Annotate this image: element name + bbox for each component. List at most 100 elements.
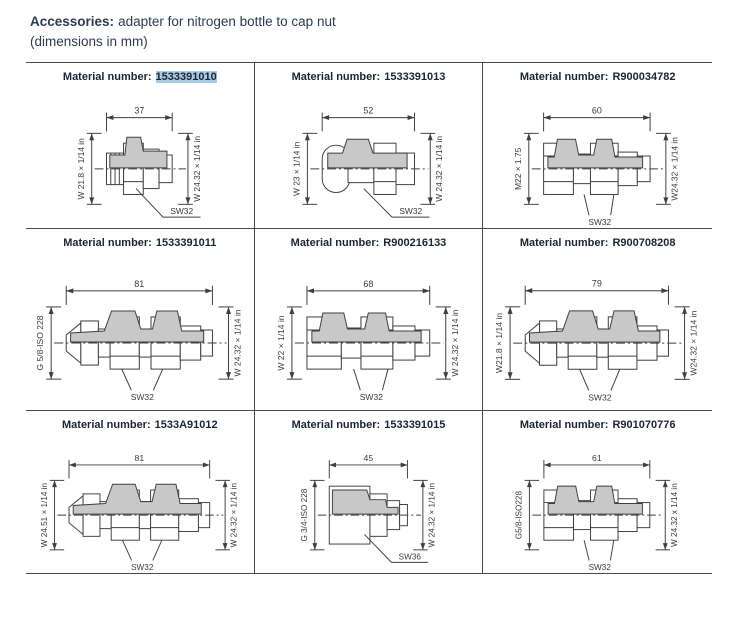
fitting-body <box>294 312 444 370</box>
sw-callout: SW32 <box>363 188 430 218</box>
material-cell-7: Material number: 1533A91012 81 W 24.51 × 1… <box>26 411 255 574</box>
left-thread-label: W 22 × 1/14 in <box>276 315 286 370</box>
material-number-header: Material number: 1533391013 <box>255 63 483 88</box>
left-thread-label: G5/8-ISO228 <box>515 491 524 540</box>
title-description: adapter for nitrogen bottle to cap nut <box>118 14 336 29</box>
material-cell-8: Material number: 1533391015 45 G 3/4-ISO 2… <box>254 411 484 574</box>
fitting-body <box>513 310 683 370</box>
sw-size-label: SW32 <box>131 392 154 402</box>
material-number-header: Material number: R900708208 <box>483 229 712 254</box>
sw-size-label: SW36 <box>398 553 421 562</box>
right-thread-label: W 24.32 × 1/14 in <box>449 309 459 376</box>
sw-size-label: SW32 <box>589 563 612 572</box>
material-number-label: Material number: <box>291 71 381 84</box>
material-number-header: Material number: R900034782 <box>483 63 712 88</box>
sw-size-label: SW32 <box>359 392 382 402</box>
material-number-label: Material number: <box>519 71 609 84</box>
dimension-annotations: 81 W 24.51 × 1/14 in W 24.32 × 1/14 in <box>40 453 239 551</box>
material-cell-4: Material number: 1533391011 81 G 5/8-ISO 2… <box>26 229 255 412</box>
left-thread-label: W 21.8 × 1/14 in <box>76 138 86 200</box>
top-dimension-label: 68 <box>363 279 373 289</box>
left-thread-label: W 24.51 × 1/14 in <box>40 483 49 548</box>
material-number-value: R900034782 <box>612 71 676 84</box>
right-thread-label: W 24.32 × 1/14 in <box>434 136 444 202</box>
top-dimension-label: 81 <box>134 279 144 289</box>
technical-drawing: 81 W 24.51 × 1/14 in W 24.32 × 1/14 in SW32 <box>40 453 239 572</box>
sw-size-label: SW32 <box>170 206 193 216</box>
dimension-annotations: 61 G5/8-ISO228 W 24.32 x 1/14 in <box>515 453 679 551</box>
material-cell-1: Material number: 1533391010 37 W 21.8 × 1/… <box>26 63 255 230</box>
right-thread-label: W 24.32 × 1/14 in <box>427 483 436 548</box>
dimension-annotations: 37 W 21.8 × 1/14 in W 24.32 × 1/14 in <box>76 106 202 205</box>
material-number-label: Material number: <box>519 419 609 432</box>
material-number-header: Material number: 1533A91012 <box>26 411 254 436</box>
top-dimension-label: 81 <box>135 453 145 463</box>
fitting-body <box>54 310 227 370</box>
top-dimension-label: 60 <box>592 106 602 116</box>
title-dimensions-note: (dimensions in mm) <box>30 33 148 49</box>
material-cell-6: Material number: R900708208 79 W21.8 × 1/1… <box>483 229 712 412</box>
title-line1: Accessories: adapter for nitrogen bottle … <box>30 12 743 32</box>
sw-callout: SW32 <box>579 369 621 403</box>
sw-callout: SW32 <box>584 540 615 572</box>
dimension-annotations: 60 M22 × 1.75 W24.32 × 1/14 in <box>513 106 680 205</box>
material-number-label: Material number: <box>62 71 152 84</box>
sw-size-label: SW32 <box>131 563 154 572</box>
fitting-body <box>310 138 428 196</box>
left-thread-label: W21.8 × 1/14 in <box>494 313 504 373</box>
material-number-label: Material number: <box>519 237 609 250</box>
left-thread-label: M22 × 1.75 <box>513 148 523 190</box>
dimension-annotations: 81 G 5/8-ISO 228 W 24.32 × 1/14 in <box>35 279 243 380</box>
top-dimension-label: 37 <box>134 106 144 116</box>
sw-callout: SW32 <box>583 194 615 227</box>
material-number-header: Material number: R900216133 <box>255 229 483 254</box>
technical-drawing: 45 G 3/4-ISO 228 W 24.32 × 1/14 in SW36 <box>300 453 436 563</box>
dimension-annotations: 79 W21.8 × 1/14 in W24.32 × 1/14 in <box>494 279 699 380</box>
technical-drawing: 61 G5/8-ISO228 W 24.32 x 1/14 in SW32 <box>515 453 679 572</box>
fitting-body <box>532 138 665 196</box>
left-thread-label: G 5/8-ISO 228 <box>35 315 45 370</box>
material-number-label: Material number: <box>290 237 380 250</box>
dimension-annotations: 68 W 22 × 1/14 in W 24.32 × 1/14 in <box>276 279 459 380</box>
material-number-header: Material number: 1533391010 <box>26 63 254 88</box>
sw-callout: SW32 <box>352 369 389 402</box>
dimension-annotations: 45 G 3/4-ISO 228 W 24.32 × 1/14 in <box>300 453 436 551</box>
top-dimension-label: 52 <box>363 106 373 116</box>
dimension-annotations: 52 W 23 × 1/14 in W 24.32 × 1/14 in <box>291 106 444 205</box>
material-number-value-selected[interactable]: 1533391010 <box>155 71 217 84</box>
technical-drawing: 60 M22 × 1.75 W24.32 × 1/14 in SW32 <box>513 106 680 227</box>
material-number-header: Material number: 1533391015 <box>255 411 483 436</box>
material-number-label: Material number: <box>62 419 151 432</box>
left-thread-label: G 3/4-ISO 228 <box>300 488 309 541</box>
material-number-value: 1533391011 <box>155 237 217 250</box>
right-thread-label: W 24.32 × 1/14 in <box>233 309 243 376</box>
page-title: Accessories: adapter for nitrogen bottle … <box>0 0 743 51</box>
material-cell-9: Material number: R901070776 61 G5/8-ISO228… <box>483 411 712 574</box>
material-cell-5: Material number: R900216133 68 W 22 × 1/14… <box>254 229 484 412</box>
top-dimension-label: 79 <box>592 279 602 289</box>
right-thread-label: W24.32 × 1/14 in <box>670 137 680 201</box>
sw-callout: SW32 <box>135 188 201 218</box>
material-number-label: Material number: <box>63 237 152 250</box>
material-number-value: R901070776 <box>612 419 676 432</box>
material-cell-3: Material number: R900034782 60 M22 × 1.75 W… <box>483 63 712 230</box>
technical-drawing: 79 W21.8 × 1/14 in W24.32 × 1/14 in SW32 <box>494 279 699 403</box>
technical-drawing: 68 W 22 × 1/14 in W 24.32 × 1/14 in SW32 <box>276 279 460 402</box>
material-number-label: Material number: <box>291 419 381 432</box>
right-thread-label: W24.32 × 1/14 in <box>689 311 699 376</box>
right-thread-label: W 24.32 x 1/14 in <box>670 483 679 547</box>
sw-callout: SW32 <box>122 540 163 572</box>
material-grid: Material number: 1533391010 37 W 21.8 × 1/… <box>26 62 712 575</box>
material-number-value: R900708208 <box>612 237 676 250</box>
material-number-value: 1533391013 <box>384 71 446 84</box>
right-thread-label: W 24.32 × 1/14 in <box>192 136 202 202</box>
material-number-header: Material number: 1533391011 <box>26 229 254 254</box>
material-number-header: Material number: R901070776 <box>483 411 712 436</box>
technical-drawing: 37 W 21.8 × 1/14 in W 24.32 × 1/14 in SW32 <box>76 106 202 218</box>
sw-size-label: SW32 <box>589 393 613 403</box>
technical-drawing: 52 W 23 × 1/14 in W 24.32 × 1/14 in SW32 <box>291 106 444 218</box>
material-cell-2: Material number: 1533391013 52 W 23 × 1/14… <box>254 63 484 230</box>
sw-callout: SW32 <box>121 369 164 402</box>
right-thread-label: W 24.32 × 1/14 in <box>230 483 239 548</box>
